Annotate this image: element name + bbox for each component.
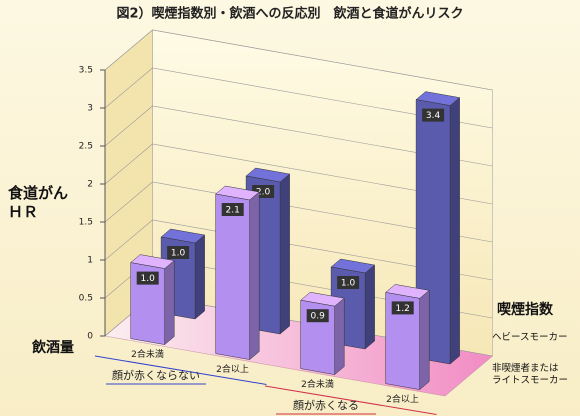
- bar: [215, 193, 250, 360]
- y-tick-label: 1.5: [79, 218, 93, 228]
- y-tick-label: 0: [87, 332, 93, 342]
- bar-side: [364, 264, 375, 350]
- value-label: 1.0: [341, 279, 356, 289]
- y-tick-label: 3.5: [79, 66, 93, 76]
- value-label: 3.4: [426, 111, 441, 121]
- bar-side: [334, 297, 345, 376]
- bar-side: [279, 173, 290, 335]
- bar-side: [249, 191, 260, 361]
- value-label-box: [422, 108, 445, 122]
- x-tick-label: 2合以上: [386, 393, 419, 405]
- value-label-box: [391, 301, 414, 315]
- grid-line: [104, 181, 493, 243]
- x-tick-label: 2合未満: [301, 378, 334, 390]
- y-tick-label: 3: [87, 104, 93, 114]
- chart-title: 図2）喫煙指数別・飲酒への反応別 飲酒と食道がんリスク: [116, 6, 463, 22]
- grid-line: [104, 219, 493, 281]
- value-label: 1.0: [171, 249, 186, 259]
- group-label: 顔が赤くならない: [112, 368, 200, 382]
- bar-side: [164, 260, 175, 346]
- value-label-box: [306, 309, 329, 323]
- y-tick-label: 2.5: [79, 142, 93, 152]
- x-tick-label: 2合以上: [216, 363, 249, 375]
- value-label: 2.0: [256, 188, 271, 198]
- value-label: 2.1: [226, 206, 240, 216]
- group-line: [94, 355, 267, 385]
- legend-entry: 非喫煙者または ライトスモーカー: [492, 363, 569, 386]
- bar-side: [449, 97, 460, 365]
- value-label: 1.2: [396, 304, 410, 314]
- bar-side: [194, 234, 205, 320]
- y-tick-label: 1: [87, 256, 93, 266]
- bar-side: [419, 289, 430, 391]
- legend-entry: ヘビースモーカー: [492, 332, 568, 343]
- legend-title: 喫煙指数: [497, 302, 553, 318]
- value-label-box: [167, 246, 190, 259]
- value-label-box: [136, 271, 159, 285]
- value-label-box: [221, 203, 244, 216]
- x-tick-label: 2合未満: [131, 348, 164, 360]
- grid-line: [104, 67, 493, 129]
- value-label: 0.9: [311, 312, 326, 322]
- grid-line: [104, 29, 493, 91]
- bar: [385, 292, 420, 390]
- x-axis-label: 飲酒量: [32, 340, 74, 356]
- y-axis-label: 食道がん ＨＲ: [8, 184, 69, 221]
- y-tick-label: 2: [87, 180, 93, 190]
- value-label-box: [337, 276, 360, 289]
- y-tick-label: 0.5: [79, 294, 93, 304]
- grid-line: [104, 105, 493, 167]
- value-label: 1.0: [141, 274, 156, 284]
- group-line: [264, 385, 437, 415]
- grid-line: [104, 143, 493, 205]
- group-label: 顔が赤くなる: [293, 398, 359, 412]
